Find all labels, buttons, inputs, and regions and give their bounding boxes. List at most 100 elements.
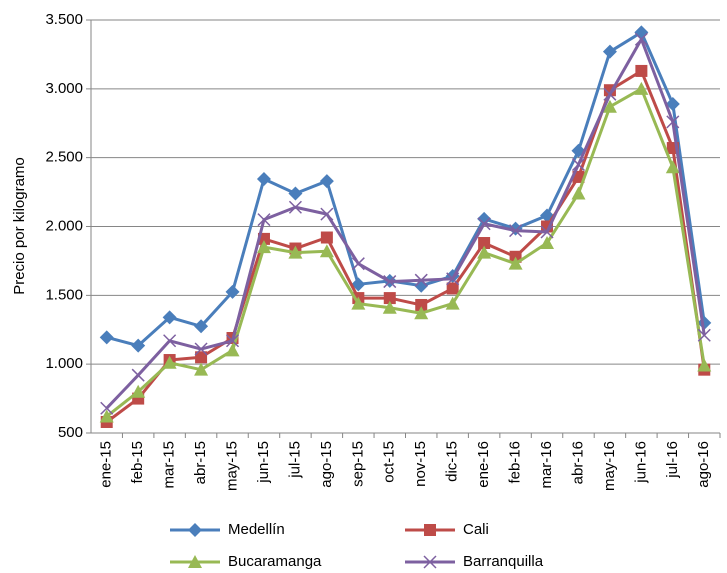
marker (163, 334, 177, 348)
marker (162, 310, 177, 325)
marker (446, 282, 459, 295)
marker (100, 401, 114, 415)
marker (697, 358, 712, 372)
marker (195, 351, 208, 364)
marker (414, 306, 429, 320)
marker (540, 236, 555, 250)
marker (225, 343, 240, 357)
marker (99, 330, 114, 345)
marker (414, 273, 428, 287)
legend-label: Bucaramanga (228, 553, 322, 570)
marker (288, 186, 303, 201)
marker (478, 237, 491, 250)
marker (320, 231, 333, 244)
marker (188, 555, 202, 568)
y-tick-label: 500 (58, 424, 83, 441)
marker (635, 64, 648, 77)
marker (571, 158, 586, 172)
marker (697, 328, 711, 342)
marker (288, 245, 303, 259)
marker (225, 284, 240, 299)
marker (256, 172, 271, 187)
marker (194, 342, 208, 356)
marker (320, 207, 334, 221)
x-tick-label: mar-15 (161, 441, 178, 489)
marker (414, 278, 429, 293)
x-tick-label: oct-15 (381, 441, 398, 483)
marker (477, 217, 491, 231)
x-tick-label: abr-16 (569, 441, 586, 484)
x-tick-label: ene-15 (98, 441, 115, 488)
x-tick-label: ene-16 (475, 441, 492, 488)
marker (319, 174, 334, 189)
marker (634, 81, 649, 95)
marker (99, 409, 114, 423)
marker (446, 272, 460, 286)
marker (634, 32, 648, 46)
marker (319, 244, 334, 258)
y-tick-label: 1.500 (45, 286, 83, 303)
legend-item: Cali (405, 521, 489, 538)
series-line (105, 87, 706, 418)
marker (634, 25, 649, 40)
marker (131, 384, 146, 398)
marker (351, 257, 365, 271)
marker (424, 524, 436, 536)
marker (423, 555, 437, 569)
legend-item: Barranquilla (405, 553, 544, 570)
y-tick-label: 2.500 (45, 149, 83, 166)
marker (288, 200, 302, 214)
marker (162, 355, 177, 369)
marker (194, 319, 209, 334)
marker (477, 245, 492, 259)
x-tick-label: ago-15 (318, 441, 335, 488)
marker (351, 296, 366, 310)
y-tick-label: 3.500 (45, 11, 83, 28)
x-tick-label: sep-15 (349, 441, 366, 487)
x-tick-label: may-15 (223, 441, 240, 491)
y-tick-label: 3.000 (45, 80, 83, 97)
series-line (106, 30, 706, 348)
marker (665, 160, 680, 174)
marker (540, 225, 554, 239)
series-line (105, 37, 706, 410)
y-axis-label: Precio por kilogramo (11, 157, 28, 295)
legend-label: Cali (463, 521, 489, 538)
x-tick-label: jun-15 (255, 441, 272, 484)
marker (415, 298, 428, 311)
marker (666, 115, 680, 129)
x-tick-label: dic-15 (444, 441, 461, 482)
legend-item: Medellín (170, 521, 285, 538)
marker (382, 300, 397, 314)
x-tick-label: nov-15 (412, 441, 429, 487)
marker (383, 275, 397, 289)
marker (509, 224, 523, 238)
marker (383, 292, 396, 305)
marker (602, 44, 617, 59)
x-tick-label: jul-16 (664, 441, 681, 479)
legend-label: Medellín (228, 521, 285, 538)
marker (445, 296, 460, 310)
marker (257, 213, 271, 227)
marker (477, 211, 492, 226)
marker (351, 277, 366, 292)
marker (225, 334, 240, 348)
marker (603, 87, 617, 101)
marker (602, 99, 617, 113)
x-tick-label: may-16 (601, 441, 618, 491)
marker (256, 240, 271, 254)
x-tick-label: feb-16 (507, 441, 524, 484)
marker (571, 186, 586, 200)
x-tick-label: feb-15 (129, 441, 146, 484)
x-tick-label: mar-16 (538, 441, 555, 489)
x-tick-label: jun-16 (632, 441, 649, 484)
y-tick-label: 1.000 (45, 355, 83, 372)
marker (194, 362, 209, 376)
y-tick-label: 2.000 (45, 217, 83, 234)
x-tick-label: jul-15 (286, 441, 303, 479)
x-tick-label: ago-16 (695, 441, 712, 488)
marker (665, 96, 680, 111)
x-tick-label: abr-15 (192, 441, 209, 484)
marker (131, 338, 146, 353)
marker (188, 523, 202, 537)
